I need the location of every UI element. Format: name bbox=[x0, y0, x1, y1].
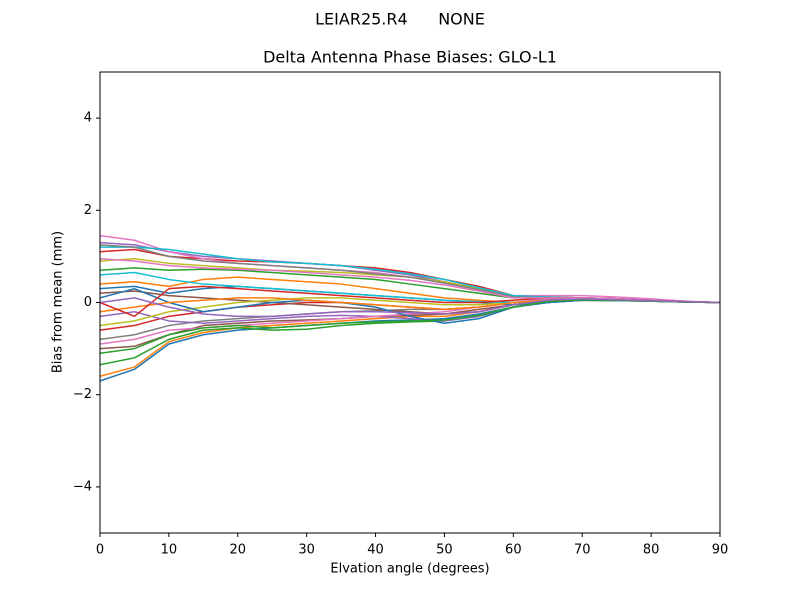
y-tick-label: −2 bbox=[73, 387, 92, 402]
y-axis-label: Bias from mean (mm) bbox=[51, 231, 66, 373]
y-tick-label: 0 bbox=[84, 295, 92, 310]
x-tick-label: 10 bbox=[161, 543, 178, 558]
chart-title: Delta Antenna Phase Biases: GLO-L1 bbox=[263, 48, 557, 67]
x-tick-label: 70 bbox=[574, 543, 591, 558]
y-tick-label: 4 bbox=[84, 111, 92, 126]
series-line bbox=[99, 257, 721, 304]
chart-suptitle: LEIAR25.R4 NONE bbox=[315, 10, 485, 29]
x-tick-label: 60 bbox=[505, 543, 522, 558]
x-tick-label: 30 bbox=[298, 543, 315, 558]
x-tick-label: 50 bbox=[436, 543, 453, 558]
x-tick-label: 40 bbox=[367, 543, 384, 558]
x-tick-label: 20 bbox=[230, 543, 247, 558]
x-tick-label: 80 bbox=[643, 543, 660, 558]
series-line bbox=[99, 298, 721, 350]
y-tick-label: −4 bbox=[73, 479, 92, 494]
plot-area bbox=[99, 234, 721, 382]
series-line bbox=[99, 248, 721, 304]
x-tick-label: 90 bbox=[712, 543, 729, 558]
x-tick-label: 0 bbox=[96, 543, 104, 558]
y-tick-label: 2 bbox=[84, 203, 92, 218]
x-axis-label: Elvation angle (degrees) bbox=[330, 562, 489, 577]
series-line bbox=[99, 297, 721, 318]
